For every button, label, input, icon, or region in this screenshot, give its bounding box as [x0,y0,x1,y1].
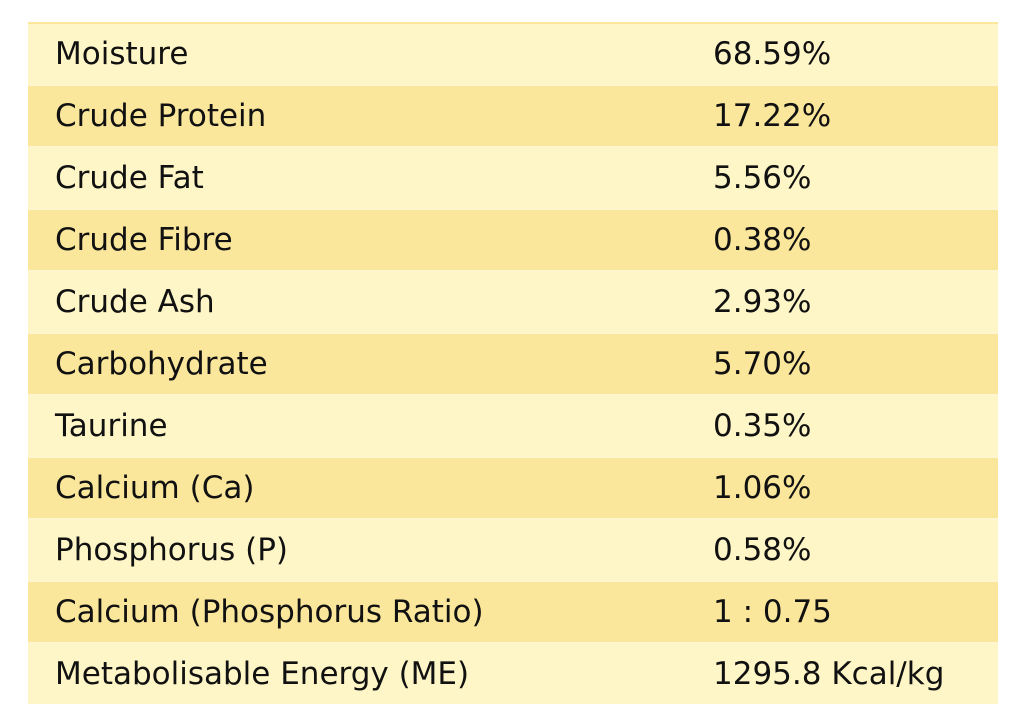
nutrient-name: Moisture [28,22,686,85]
table-row: Calcium (Phosphorus Ratio) 1 : 0.75 [28,580,998,643]
table-body: Moisture 68.59% Crude Protein 17.22% Crude F… [28,22,998,704]
nutrient-value: 17.22% [686,84,998,147]
nutrient-name: Crude Ash [28,270,686,333]
nutrient-value: 0.58% [686,518,998,581]
table-row: Crude Protein 17.22% [28,84,998,147]
nutrient-value: 0.38% [686,208,998,271]
table-row: Crude Ash 2.93% [28,270,998,333]
table-row: Taurine 0.35% [28,394,998,457]
table-row: Carbohydrate 5.70% [28,332,998,395]
nutrient-value: 1.06% [686,456,998,519]
table-row: Calcium (Ca) 1.06% [28,456,998,519]
nutrient-name: Crude Fibre [28,208,686,271]
nutrient-value: 2.93% [686,270,998,333]
nutrient-value: 0.35% [686,394,998,457]
nutrient-name: Carbohydrate [28,332,686,395]
nutrition-table-wrap: Moisture 68.59% Crude Protein 17.22% Crude F… [28,22,998,704]
nutrient-name: Crude Fat [28,146,686,209]
table-row: Crude Fibre 0.38% [28,208,998,271]
nutrient-name: Taurine [28,394,686,457]
nutrition-table: Moisture 68.59% Crude Protein 17.22% Crude F… [28,22,998,704]
nutrient-value: 1 : 0.75 [686,580,998,643]
nutrient-name: Phosphorus (P) [28,518,686,581]
nutrient-name: Crude Protein [28,84,686,147]
nutrient-value: 5.70% [686,332,998,395]
nutrient-name: Calcium (Phosphorus Ratio) [28,580,686,643]
table-row: Metabolisable Energy (ME) 1295.8 Kcal/kg [28,642,998,704]
nutrient-name: Calcium (Ca) [28,456,686,519]
nutrient-value: 5.56% [686,146,998,209]
table-row: Crude Fat 5.56% [28,146,998,209]
nutrient-value: 1295.8 Kcal/kg [686,642,998,704]
table-row: Phosphorus (P) 0.58% [28,518,998,581]
table-row: Moisture 68.59% [28,22,998,85]
nutrient-value: 68.59% [686,22,998,85]
nutrient-name: Metabolisable Energy (ME) [28,642,686,704]
